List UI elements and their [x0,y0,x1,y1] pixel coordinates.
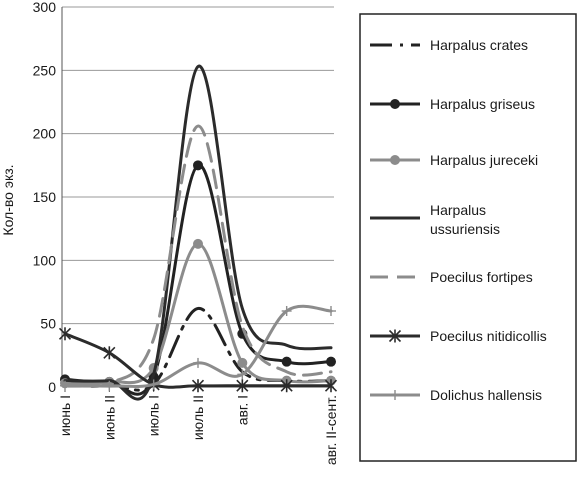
series-harpalus-ussuriensis [63,65,333,401]
x-tick-label: июль II [190,395,206,440]
data-point [104,380,115,391]
y-tick-label: 200 [33,126,57,142]
legend-item: Harpalus jureceki [370,152,538,168]
data-point [324,379,338,393]
legend-item: Harpalus crates [370,37,528,53]
data-point [280,379,293,393]
data-point [281,356,292,367]
legend-item: Harpalus griseus [370,96,535,112]
legend-item: Poecilus fortipes [370,269,533,285]
data-point [237,369,248,380]
x-tick-label: авг. I [234,395,250,425]
legend-label: Poecilus nitidicollis [430,328,547,344]
legend: Harpalus crates Harpalus griseus Harpalus … [359,13,577,462]
series-line [63,124,333,388]
y-tick-labels: 0 50 100 150 200 250 300 [33,0,57,395]
data-point [237,357,248,368]
data-point [103,346,116,360]
y-axis-label: Кол-во экз. [0,164,16,235]
legend-item: Dolichus hallensis [370,387,542,403]
legend-label: Poecilus fortipes [430,269,533,285]
x-tick-label: июнь I [57,395,73,436]
y-tick-label: 50 [40,316,56,332]
data-point [390,99,400,109]
data-point [326,356,336,367]
legend-item: Harpalus ussuriensis [370,202,500,237]
x-tick-labels: июнь I июнь II июль I июль II авг. I авг. II-… [57,387,339,465]
data-point [193,357,203,368]
x-tick-label: авг. II-сент. [323,395,339,465]
y-tick-label: 250 [33,62,57,78]
data-point [193,238,203,249]
legend-label: Harpalus ussuriensis [430,202,500,237]
series-dolichus-hallensis [60,304,336,391]
data-point [148,379,159,390]
legend-item: Poecilus nitidicollis [370,328,547,344]
data-point [191,379,205,393]
series-lines [58,65,338,401]
data-point [326,306,336,316]
legend-label: Harpalus griseus [430,96,535,112]
data-point [390,390,400,400]
series-line [63,65,333,401]
legend-label: Dolichus hallensis [430,387,542,403]
x-tick-label: июль I [146,395,162,436]
gridlines [62,6,334,325]
legend-box [359,13,577,462]
data-point [390,155,400,165]
data-point [281,306,292,316]
y-tick-label: 300 [33,0,57,15]
data-point [193,160,203,171]
y-tick-label: 0 [48,379,56,395]
y-tick-label: 150 [33,189,57,205]
data-point [58,327,72,341]
data-point [388,329,402,343]
legend-label: Harpalus jureceki [430,152,538,168]
y-tick-label: 100 [33,252,57,268]
series-poecilus-fortipes [63,124,333,388]
legend-label: Harpalus crates [430,37,528,53]
data-point [236,379,249,393]
x-tick-label: июнь II [101,395,117,440]
series-poecilus-nitidicollis [58,327,338,393]
data-point [60,380,70,391]
